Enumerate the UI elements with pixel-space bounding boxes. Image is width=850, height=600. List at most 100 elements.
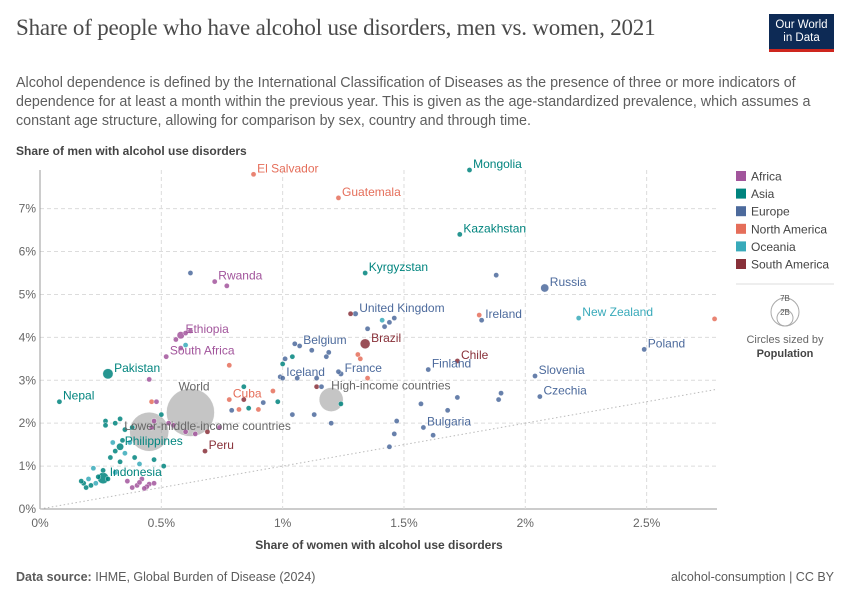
point-99[interactable] xyxy=(117,416,123,422)
point-90[interactable] xyxy=(148,424,155,431)
point-101[interactable] xyxy=(129,424,136,431)
point-89[interactable] xyxy=(170,422,177,429)
point-113[interactable] xyxy=(90,465,97,472)
point-70[interactable] xyxy=(338,401,344,407)
point-63[interactable] xyxy=(241,396,247,403)
point-68[interactable] xyxy=(260,399,267,406)
point-lower-middle-income-countries[interactable] xyxy=(129,412,169,452)
point-peru[interactable] xyxy=(202,448,208,454)
point-cuba[interactable] xyxy=(226,396,233,403)
source-text[interactable]: IHME, Global Burden of Disease (2024) xyxy=(95,570,316,584)
point-new-zealand[interactable] xyxy=(575,315,582,321)
point-121[interactable] xyxy=(83,484,89,491)
point-116[interactable] xyxy=(95,474,102,480)
point-122[interactable] xyxy=(93,480,99,487)
point-123[interactable] xyxy=(78,478,85,484)
point-109[interactable] xyxy=(131,454,138,461)
point-mongolia[interactable] xyxy=(466,167,473,173)
point-34[interactable] xyxy=(379,317,385,323)
point-nepal[interactable] xyxy=(56,398,63,405)
point-76[interactable] xyxy=(444,407,451,414)
owid-logo[interactable]: Our World in Data xyxy=(769,14,834,52)
point-russia[interactable] xyxy=(540,283,550,293)
point-57[interactable] xyxy=(335,368,342,375)
point-38[interactable] xyxy=(364,325,371,332)
legend-swatch-africa[interactable] xyxy=(736,171,746,181)
point-44[interactable] xyxy=(182,342,189,348)
legend-swatch-asia[interactable] xyxy=(736,188,746,199)
point-104[interactable] xyxy=(109,439,116,446)
point-74[interactable] xyxy=(393,418,400,424)
point-31[interactable] xyxy=(493,272,499,278)
point-85[interactable] xyxy=(153,398,160,405)
legend-swatch-south-america[interactable] xyxy=(736,259,746,269)
legend-label-africa[interactable]: Africa xyxy=(751,170,782,184)
point-bulgaria[interactable] xyxy=(420,424,427,431)
point-czechia[interactable] xyxy=(537,393,543,400)
legend-swatch-oceania[interactable] xyxy=(736,241,746,252)
point-108[interactable] xyxy=(117,458,123,465)
point-high-income-countries[interactable] xyxy=(318,387,344,412)
point-30[interactable] xyxy=(224,283,230,289)
point-87[interactable] xyxy=(151,418,157,424)
point-65[interactable] xyxy=(228,407,235,414)
point-114[interactable] xyxy=(100,467,106,474)
point-finland[interactable] xyxy=(425,366,432,373)
point-41[interactable] xyxy=(187,328,194,334)
legend-label-asia[interactable]: Asia xyxy=(751,187,775,201)
point-39[interactable] xyxy=(347,310,354,317)
point-132[interactable] xyxy=(136,479,143,486)
point-79[interactable] xyxy=(391,431,398,437)
point-66[interactable] xyxy=(245,405,252,411)
point-75[interactable] xyxy=(418,401,424,407)
point-102[interactable] xyxy=(119,437,126,444)
footer-license[interactable]: alcohol-consumption | CC BY xyxy=(670,570,834,584)
point-131[interactable] xyxy=(141,485,148,492)
point-chile[interactable] xyxy=(454,358,461,364)
point-rwanda[interactable] xyxy=(211,278,218,285)
point-127[interactable] xyxy=(129,484,136,491)
point-29[interactable] xyxy=(187,270,194,276)
point-82[interactable] xyxy=(495,396,502,403)
point-40[interactable] xyxy=(182,330,189,336)
point-poland[interactable] xyxy=(641,346,648,353)
point-106[interactable] xyxy=(122,450,128,457)
point-61[interactable] xyxy=(241,383,247,390)
point-107[interactable] xyxy=(107,454,114,461)
point-117[interactable] xyxy=(105,476,111,482)
point-guatemala[interactable] xyxy=(335,195,342,201)
point-55[interactable] xyxy=(294,375,301,381)
point-56[interactable] xyxy=(313,375,320,381)
point-118[interactable] xyxy=(85,476,92,482)
point-37[interactable] xyxy=(381,323,388,330)
point-98[interactable] xyxy=(112,420,119,426)
point-78[interactable] xyxy=(430,432,436,438)
point-93[interactable] xyxy=(216,424,223,431)
point-kazakhstan[interactable] xyxy=(456,231,463,238)
point-97[interactable] xyxy=(102,422,109,429)
point-71[interactable] xyxy=(289,411,296,418)
point-32[interactable] xyxy=(711,316,718,322)
legend-swatch-europe[interactable] xyxy=(736,206,746,217)
point-el-salvador[interactable] xyxy=(250,171,257,178)
point-84[interactable] xyxy=(148,398,155,405)
point-58[interactable] xyxy=(364,375,371,381)
point-52[interactable] xyxy=(357,356,364,362)
point-world[interactable] xyxy=(166,388,215,437)
point-south-africa[interactable] xyxy=(163,353,170,360)
point-49[interactable] xyxy=(325,349,332,356)
point-80[interactable] xyxy=(386,443,393,450)
legend-label-oceania[interactable]: Oceania xyxy=(751,240,796,254)
point-iceland[interactable] xyxy=(279,375,286,381)
point-43[interactable] xyxy=(177,345,184,351)
point-92[interactable] xyxy=(192,431,199,437)
point-46[interactable] xyxy=(282,356,288,362)
point-belgium[interactable] xyxy=(296,343,303,349)
point-united-kingdom[interactable] xyxy=(352,310,359,317)
point-45[interactable] xyxy=(291,340,298,347)
point-95[interactable] xyxy=(226,362,233,369)
data-points[interactable] xyxy=(56,167,718,492)
point-philippines[interactable] xyxy=(116,442,124,451)
color-legend[interactable]: Africa Asia Europe North America Oceania Sout… xyxy=(736,170,834,285)
legend-label-north-america[interactable]: North America xyxy=(751,222,827,236)
